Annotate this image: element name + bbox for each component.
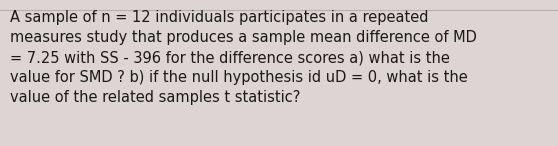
- Text: A sample of n = 12 individuals participates in a repeated
measures study that pr: A sample of n = 12 individuals participa…: [10, 10, 477, 105]
